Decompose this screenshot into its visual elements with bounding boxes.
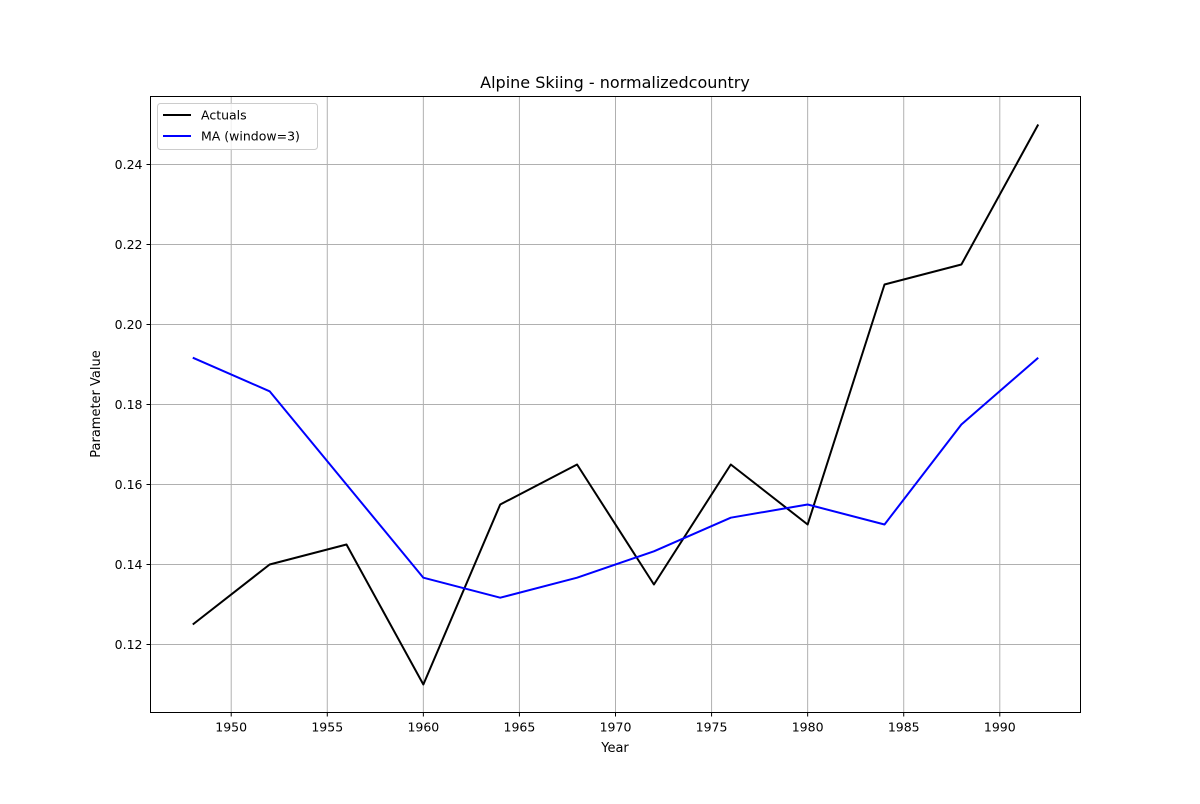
data-point-ma-window-3: [422, 577, 424, 579]
data-point-ma-window-3: [499, 597, 501, 599]
data-point-actuals: [269, 564, 271, 566]
data-point-actuals: [1037, 124, 1039, 126]
data-point-actuals: [884, 284, 886, 286]
chart-title: Alpine Skiing - normalizedcountry: [480, 73, 750, 92]
x-tick-label: 1950: [215, 720, 247, 735]
y-tick-label: 0.14: [115, 557, 143, 572]
series-layer: [192, 124, 1040, 686]
data-point-ma-window-3: [192, 357, 194, 359]
data-point-actuals: [960, 264, 962, 266]
x-tick-label: 1990: [984, 720, 1016, 735]
y-axis-label: Parameter Value: [89, 350, 104, 457]
data-point-ma-window-3: [884, 524, 886, 526]
data-point-ma-window-3: [807, 504, 809, 506]
y-tick-label: 0.20: [115, 317, 143, 332]
x-tick-label: 1960: [407, 720, 439, 735]
legend-label-moving-average: MA (window=3): [201, 129, 300, 144]
data-point-ma-window-3: [653, 550, 655, 552]
legend-box: [157, 103, 318, 150]
x-tick-label: 1975: [696, 720, 728, 735]
data-point-actuals: [576, 464, 578, 466]
data-point-ma-window-3: [269, 390, 271, 392]
data-point-ma-window-3: [345, 484, 347, 486]
legend-label-actuals: Actuals: [201, 108, 247, 123]
data-point-ma-window-3: [1037, 357, 1039, 359]
y-tick-label: 0.16: [115, 477, 143, 492]
x-axis-ticks: 1950 1955 1960 1965 1970 1975 1980 1985 1990: [215, 712, 1016, 735]
y-axis-ticks: 0.12 0.14 0.16 0.18 0.20 0.22 0.24: [115, 157, 151, 652]
series-line-ma-window-3: [192, 356, 1039, 599]
data-point-actuals: [807, 524, 809, 526]
x-axis-label: Year: [600, 741, 629, 756]
x-tick-label: 1955: [311, 720, 343, 735]
y-tick-label: 0.22: [115, 237, 143, 252]
legend: Actuals MA (window=3): [157, 103, 318, 150]
y-tick-label: 0.12: [115, 637, 143, 652]
data-point-actuals: [192, 624, 194, 626]
data-point-actuals: [653, 584, 655, 586]
x-tick-label: 1965: [504, 720, 536, 735]
data-point-ma-window-3: [730, 517, 732, 519]
data-point-actuals: [730, 464, 732, 466]
data-point-ma-window-3: [576, 577, 578, 579]
x-tick-label: 1985: [888, 720, 920, 735]
x-tick-label: 1970: [600, 720, 632, 735]
y-tick-label: 0.24: [115, 157, 143, 172]
data-point-actuals: [499, 504, 501, 506]
data-point-actuals: [345, 544, 347, 546]
series-line-actuals: [192, 124, 1040, 686]
data-point-ma-window-3: [960, 424, 962, 426]
y-tick-label: 0.18: [115, 397, 143, 412]
x-tick-label: 1980: [792, 720, 824, 735]
data-point-actuals: [422, 684, 424, 686]
grid: [150, 96, 1081, 713]
